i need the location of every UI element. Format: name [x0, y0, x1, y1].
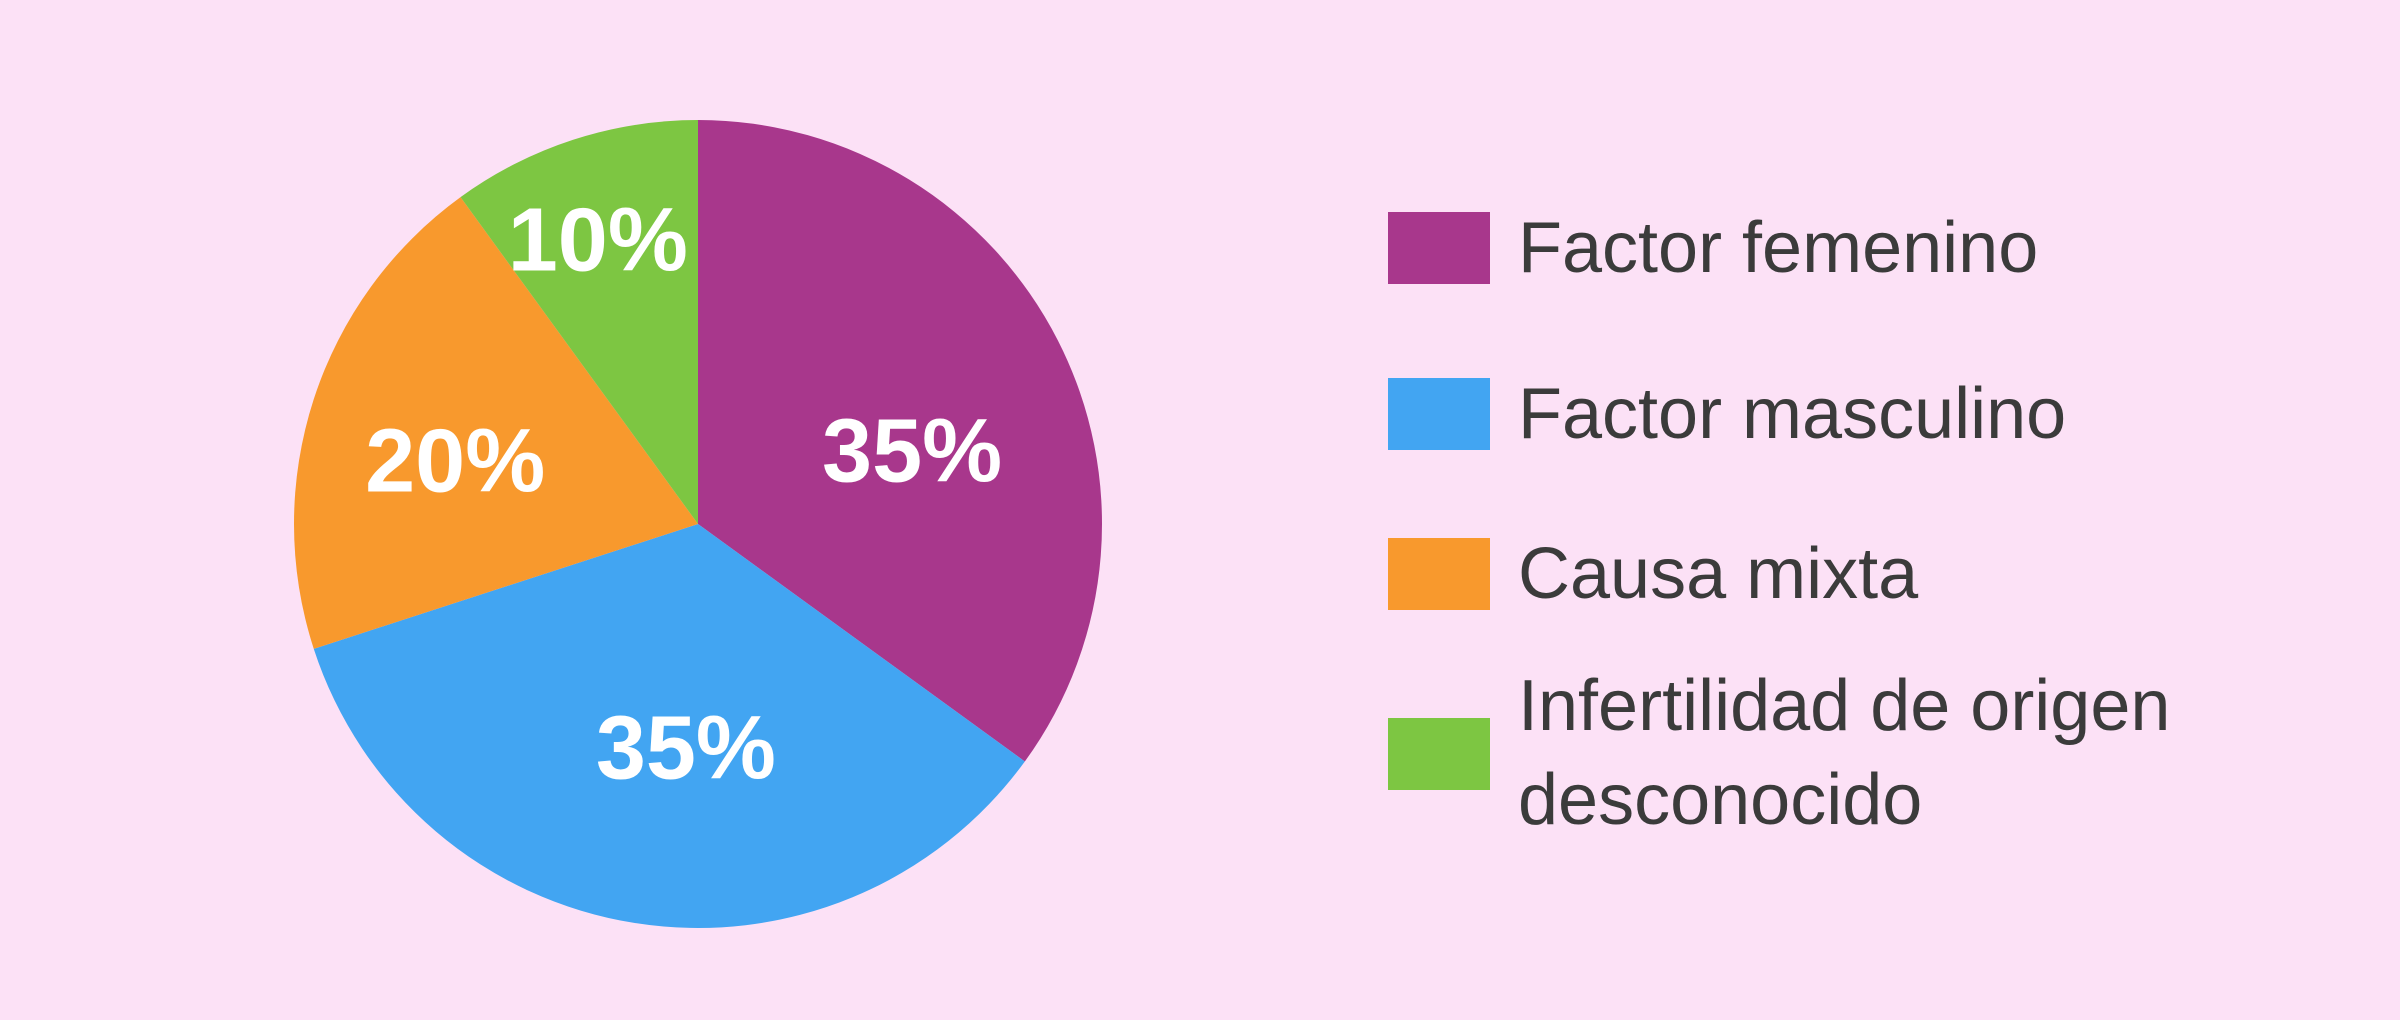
legend-item-causa-mixta: Causa mixta — [1388, 538, 1918, 610]
legend-label-causa-mixta: Causa mixta — [1518, 534, 1919, 614]
legend-swatch-infertilidad-origen-desconocido — [1388, 717, 1490, 790]
legend-label-infertilidad-origen-desconocido: Infertilidad de origen desconocido — [1518, 666, 2171, 840]
pie-slice-factor-femenino — [698, 120, 1103, 762]
legend-label-factor-masculino: Factor masculino — [1518, 374, 2067, 454]
legend-label-factor-femenino: Factor femenino — [1518, 208, 2039, 288]
pie-slice-factor-masculino — [313, 524, 1025, 929]
legend-swatch-factor-femenino — [1388, 212, 1490, 284]
pie-percentage-label-infertilidad-de-origen-desconocido: 10% — [508, 191, 688, 291]
pie-percentage-label-factor-femenino: 35% — [822, 402, 1002, 502]
pie-slice-causa-mixta — [293, 197, 698, 649]
legend-item-infertilidad-origen-desconocido: Infertilidad de origen desconocido — [1388, 660, 2218, 847]
legend-swatch-factor-masculino — [1388, 378, 1490, 450]
pie-percentage-label-causa-mixta: 20% — [365, 412, 545, 512]
legend-item-factor-femenino: Factor femenino — [1388, 212, 2038, 284]
pie-percentage-label-factor-masculino: 35% — [596, 699, 776, 799]
legend-swatch-causa-mixta — [1388, 538, 1490, 610]
legend-item-factor-masculino: Factor masculino — [1388, 378, 2066, 450]
pie-slice-infertilidad-de-origen-desconocido — [460, 120, 698, 524]
